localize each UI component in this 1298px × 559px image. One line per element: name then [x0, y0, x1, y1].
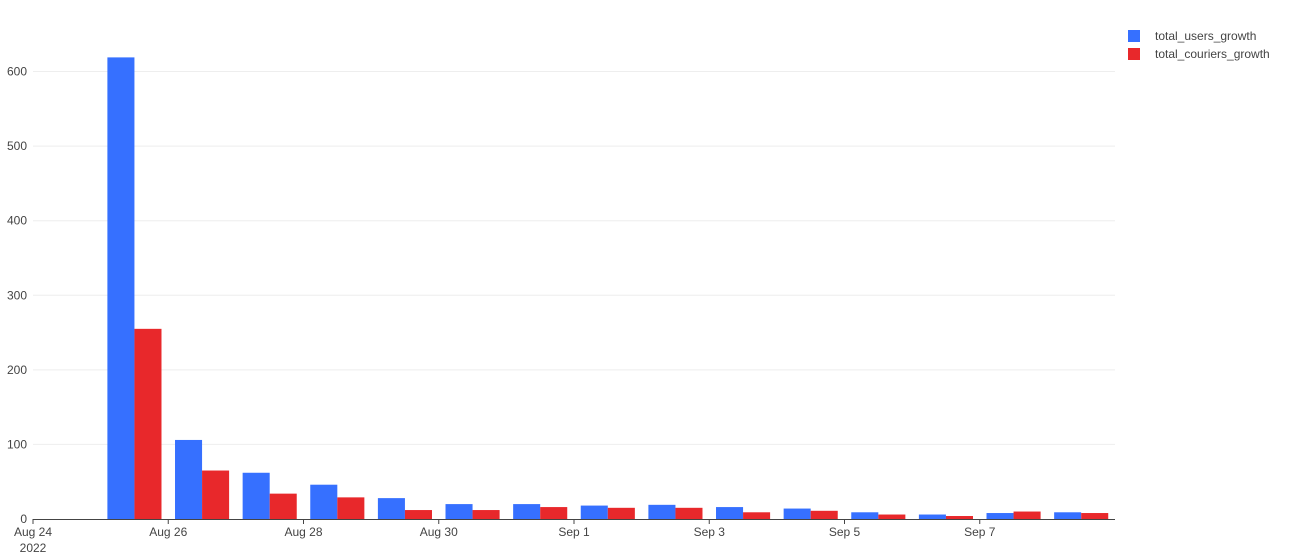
x-tick-label: Sep 1 [558, 525, 590, 539]
bar-total_couriers_growth[interactable] [540, 507, 568, 519]
legend[interactable]: total_users_growth total_couriers_growth [1128, 29, 1270, 61]
bar-total_couriers_growth[interactable] [134, 328, 162, 519]
legend-label: total_couriers_growth [1155, 47, 1270, 61]
y-tick-label: 0 [20, 512, 27, 526]
y-tick-label: 300 [7, 288, 27, 302]
bar-total_couriers_growth[interactable] [878, 514, 906, 519]
bar-total_users_growth[interactable] [175, 439, 203, 519]
bar-total_couriers_growth[interactable] [404, 510, 432, 519]
x-tick-label: Aug 28 [284, 525, 322, 539]
bar-total_users_growth[interactable] [716, 507, 744, 519]
legend-item-total_users_growth[interactable]: total_users_growth [1128, 29, 1256, 43]
bar-total_couriers_growth[interactable] [202, 470, 230, 519]
bar-total_couriers_growth[interactable] [810, 510, 838, 519]
x-tick-label: Sep 7 [964, 525, 996, 539]
y-tick-label: 100 [7, 437, 27, 451]
x-tick-label: Aug 30 [420, 525, 458, 539]
bar-total_users_growth[interactable] [851, 512, 879, 519]
x-tick-label: Aug 24 [14, 525, 52, 539]
bar-total_couriers_growth[interactable] [945, 516, 973, 519]
axes: 0 100 200 300 400 500 600 Aug 24 2022 Aug 26 Aug 2… [7, 65, 1115, 555]
bar-total_users_growth[interactable] [377, 498, 405, 519]
legend-swatch [1128, 48, 1140, 60]
bar-total_users_growth[interactable] [107, 57, 135, 519]
gridlines [33, 71, 1115, 445]
bar-total_users_growth[interactable] [648, 504, 676, 519]
bar-total_users_growth[interactable] [445, 504, 473, 519]
bar-total_users_growth[interactable] [310, 484, 338, 519]
x-tick-year-label: 2022 [20, 541, 47, 555]
bar-total_users_growth[interactable] [986, 513, 1014, 519]
bar-total_users_growth[interactable] [918, 514, 946, 519]
x-tick-label: Aug 26 [149, 525, 187, 539]
bar-total_couriers_growth[interactable] [472, 510, 500, 519]
y-tick-label: 200 [7, 363, 27, 377]
bar-total_couriers_growth[interactable] [1013, 511, 1041, 519]
legend-swatch [1128, 30, 1140, 42]
bar-total_couriers_growth[interactable] [1081, 513, 1109, 519]
bar-total_couriers_growth[interactable] [337, 497, 365, 519]
bar-total_users_growth[interactable] [580, 505, 608, 519]
x-tick-label: Sep 5 [829, 525, 861, 539]
y-tick-label: 500 [7, 139, 27, 153]
y-tick-label: 600 [7, 65, 27, 79]
bar-total_users_growth[interactable] [783, 508, 811, 519]
bar-total_couriers_growth[interactable] [743, 512, 771, 519]
bars [107, 57, 1109, 519]
x-tick-label: Sep 3 [694, 525, 726, 539]
legend-item-total_couriers_growth[interactable]: total_couriers_growth [1128, 47, 1270, 61]
bar-total_users_growth[interactable] [513, 504, 541, 519]
bar-total_couriers_growth[interactable] [607, 507, 635, 519]
y-tick-label: 400 [7, 214, 27, 228]
bar-total_users_growth[interactable] [242, 472, 270, 519]
bar-total_couriers_growth[interactable] [269, 493, 297, 519]
bar-total_users_growth[interactable] [1054, 512, 1082, 519]
bar-total_couriers_growth[interactable] [675, 507, 703, 519]
legend-label: total_users_growth [1155, 29, 1256, 43]
